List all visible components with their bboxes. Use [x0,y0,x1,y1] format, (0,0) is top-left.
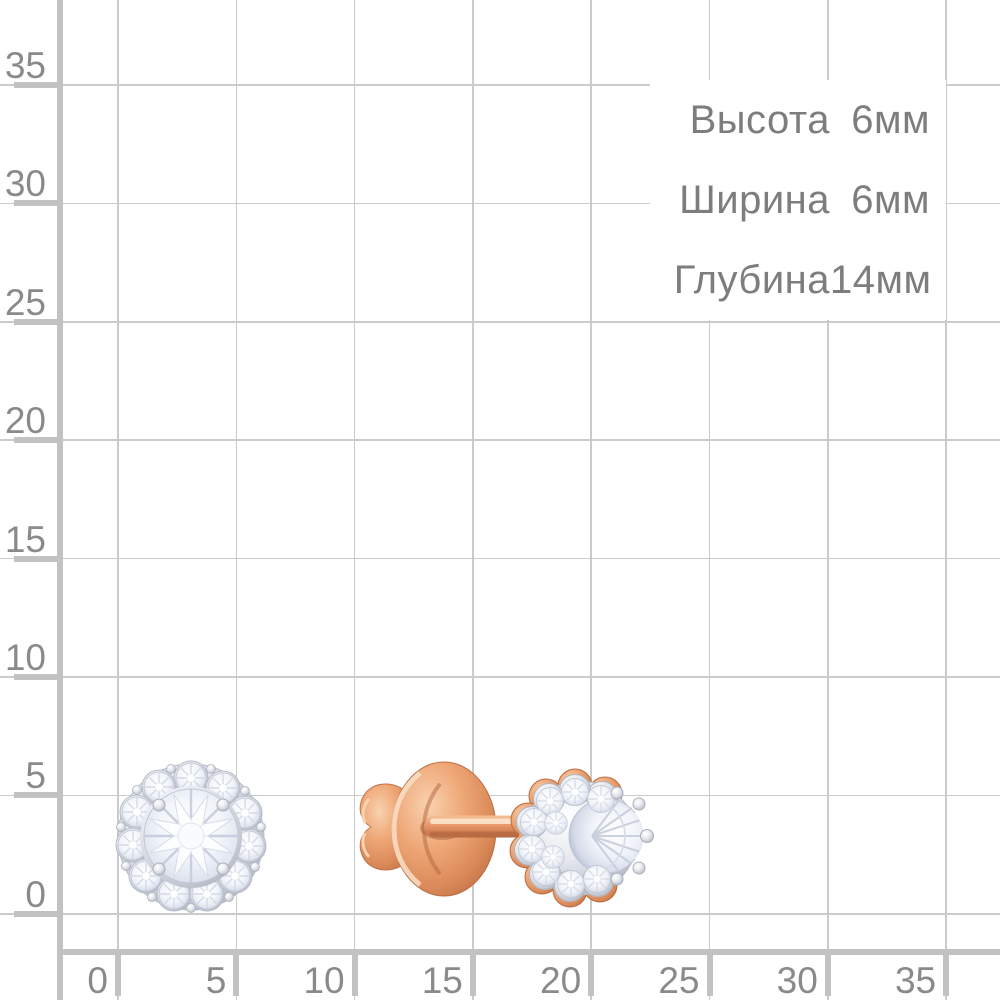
y-tick-label: 30 [4,163,46,205]
x-tick [469,955,476,996]
gridline-vertical [708,0,711,1000]
earring-side-view [359,761,654,908]
dimension-value: 14мм [830,257,932,302]
x-tick-label: 20 [540,960,582,1000]
gridline-vertical [235,0,238,1000]
x-tick-label: 0 [87,960,108,1000]
gridline-horizontal [0,913,1000,915]
dimensions-panel: Высота 6мм Ширина 6мм Глубина 14мм [650,80,946,320]
dimension-row-depth: Глубина 14мм [650,240,932,320]
disc-hole-shadow [420,816,464,840]
x-tick-label: 30 [776,960,818,1000]
y-tick [14,82,57,88]
x-tick [115,955,121,996]
earring-front-view [115,760,267,913]
x-tick [588,955,595,996]
gridline-horizontal [0,794,1000,797]
x-tick-label: 25 [658,960,700,1000]
x-tick-label: 15 [421,960,463,1000]
dimension-row-height: Высота 6мм [650,80,930,160]
y-tick [14,200,57,207]
gridline-horizontal [0,321,1000,323]
head-silver-base [522,780,638,896]
x-tick [351,955,358,996]
y-tick-label: 35 [4,45,46,86]
y-tick [14,555,57,562]
center-plate [140,786,242,888]
dimension-value: 6мм [851,177,930,222]
side-stone-prongs [610,786,654,886]
head-gold-base [519,794,607,882]
gridline-horizontal [0,557,1000,560]
y-ruler-bar [57,0,63,1000]
gridline-vertical [945,0,947,1000]
y-tick [14,437,57,444]
gridline-vertical [472,0,474,1000]
head-gold-scallops [509,768,623,908]
y-tick-label: 25 [4,281,46,323]
gridline-horizontal [0,676,1000,678]
center-stone [143,788,239,884]
y-tick-label: 10 [4,637,46,678]
y-tick-label: 15 [4,518,46,560]
y-tick-label: 0 [25,873,46,915]
side-halo-stones [517,777,616,899]
stud-base [117,763,265,911]
y-tick [14,910,57,917]
gridline-vertical [117,0,119,1000]
stud-scallop-rim [115,760,267,912]
dimension-row-width: Ширина 6мм [650,160,930,240]
rim-prong-beads [116,764,266,913]
y-tick [14,318,57,325]
x-tick [233,955,240,996]
x-tick [824,955,831,996]
y-tick-label: 5 [25,755,46,797]
side-center-stone [568,798,647,874]
x-tick-label: 10 [303,960,345,1000]
gridline-vertical [827,0,829,1000]
x-tick [943,955,950,996]
y-tick [14,674,57,680]
dimension-label: Глубина [673,257,830,302]
center-stone-prongs [152,798,230,876]
x-tick [706,955,713,996]
ear-post [424,815,560,838]
y-tick [14,792,57,799]
gridline-vertical [590,0,592,1000]
gridline-horizontal [0,439,1000,441]
dimension-value: 6мм [851,97,930,142]
dimension-label: Ширина [679,177,830,222]
butterfly-back-wing [359,783,416,871]
disc-rim-highlight [391,771,422,887]
dimension-label: Высота [689,97,830,142]
halo-stones [117,762,265,910]
wing-highlight [361,798,371,858]
x-ruler-bar [57,949,1000,955]
gridline-horizontal [0,84,1000,86]
y-tick-label: 20 [4,400,46,442]
gridline-horizontal [0,202,1000,205]
x-tick-label: 5 [205,960,227,1000]
back-disc [391,761,497,897]
gridline-vertical [353,0,356,1000]
head-silver-scallops [514,774,618,902]
x-tick-label: 35 [894,960,937,1000]
disc-inner-shade [421,782,442,876]
